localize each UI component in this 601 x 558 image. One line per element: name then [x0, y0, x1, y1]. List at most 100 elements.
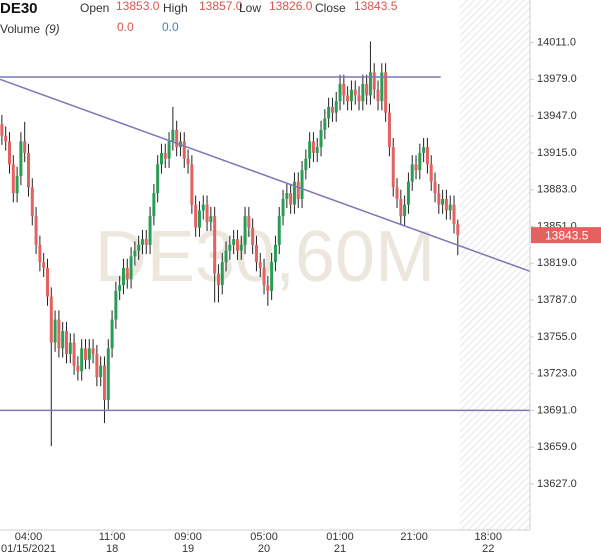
x-tick-label: 04:00 [15, 531, 43, 543]
candle-body [152, 193, 156, 217]
field-value: 13843.5 [354, 0, 398, 13]
candle-body [365, 83, 369, 96]
candle-body [197, 210, 201, 228]
candle-body [327, 106, 331, 119]
field-name: Low [239, 1, 261, 15]
candle-body [330, 106, 334, 113]
candle-body [61, 331, 65, 349]
candle-body [228, 244, 232, 251]
candle-body [285, 193, 289, 199]
candle-body [205, 204, 209, 222]
candle-body [4, 135, 8, 142]
candle-body [266, 285, 270, 291]
candle-body [163, 152, 167, 159]
y-tick-label: 13915.0 [537, 147, 577, 159]
candle-body [186, 158, 190, 165]
volume-value: 0.0 [117, 20, 134, 34]
candle-body [15, 175, 19, 194]
candle-body [118, 285, 122, 291]
candle-body [289, 193, 293, 205]
candle-body [232, 239, 236, 245]
field-name: Open [80, 1, 109, 15]
candle-body [125, 267, 129, 280]
x-tick-date: 18 [106, 543, 118, 555]
future-zone [459, 0, 530, 530]
candle-body [384, 72, 388, 113]
candle-body [137, 244, 141, 251]
candle-body [349, 89, 353, 102]
candle-body [441, 198, 445, 205]
candle-body [121, 267, 125, 286]
x-tick-label: 18:00 [474, 531, 502, 543]
x-tick-date: 19 [182, 543, 194, 555]
volume-period: (9) [45, 22, 60, 36]
candle-body [368, 72, 372, 96]
candle-body [444, 198, 448, 211]
candle-body [0, 124, 4, 136]
candle-body [220, 262, 224, 286]
candle-body [209, 216, 213, 222]
candle-body [49, 296, 53, 343]
candle-body [68, 342, 72, 355]
candle-body [429, 164, 433, 182]
candle-body [414, 164, 418, 171]
candle-body [311, 141, 315, 153]
candle-body [448, 204, 452, 211]
candle-body [296, 181, 300, 199]
candle-body [213, 216, 217, 274]
candle-body [357, 95, 361, 102]
candle-body [167, 141, 171, 159]
y-tick-label: 13627.0 [537, 478, 577, 490]
candle-body [99, 365, 103, 378]
candle-body [361, 83, 365, 102]
candle-body [87, 348, 91, 360]
candle-body [315, 147, 319, 153]
candle-body [403, 204, 407, 217]
candle-body [406, 181, 410, 205]
candle-body [34, 216, 38, 245]
x-tick-label: 05:00 [250, 531, 278, 543]
field-name: Close [315, 1, 346, 15]
candle-body [216, 273, 220, 286]
volume-label: Volume [0, 22, 40, 36]
candle-body [456, 224, 460, 236]
x-tick-label: 09:00 [174, 531, 202, 543]
candle-body [304, 158, 308, 171]
x-tick-date: 01/15/2021 [1, 543, 56, 555]
candle-body [182, 141, 186, 159]
plot-area: DE30,60M [0, 0, 531, 530]
candle-body [140, 239, 144, 245]
candle-body [346, 95, 350, 102]
candle-body [243, 216, 247, 245]
x-tick-date: 22 [482, 543, 494, 555]
x-tick-label: 11:00 [99, 531, 126, 543]
y-tick-label: 13755.0 [537, 331, 577, 343]
candle-body [23, 141, 27, 153]
symbol: DE30 [0, 0, 38, 17]
candle-body [247, 216, 251, 228]
candle-body [171, 129, 175, 142]
candle-body [194, 204, 198, 228]
candle-body [102, 365, 106, 401]
candle-body [83, 348, 87, 360]
candle-body [159, 152, 163, 165]
candle-body [30, 187, 34, 217]
candle-body [190, 164, 194, 205]
candle-body [277, 216, 281, 245]
y-tick-label: 14011.0 [537, 36, 576, 48]
candle-body [437, 193, 441, 205]
candle-body [425, 147, 429, 165]
candle-body [399, 198, 403, 217]
y-tick-label: 13659.0 [537, 441, 577, 453]
x-tick-date: 21 [334, 543, 346, 555]
candle-body [26, 152, 30, 188]
candle-body [342, 83, 346, 96]
candle-body [273, 244, 277, 263]
candle-body [144, 239, 148, 245]
candle-body [129, 256, 133, 280]
y-tick-label: 13723.0 [537, 368, 577, 380]
candle-body [395, 187, 399, 199]
candle-body [338, 83, 342, 102]
candle-body [254, 244, 258, 263]
y-tick-label: 13979.0 [537, 73, 577, 85]
